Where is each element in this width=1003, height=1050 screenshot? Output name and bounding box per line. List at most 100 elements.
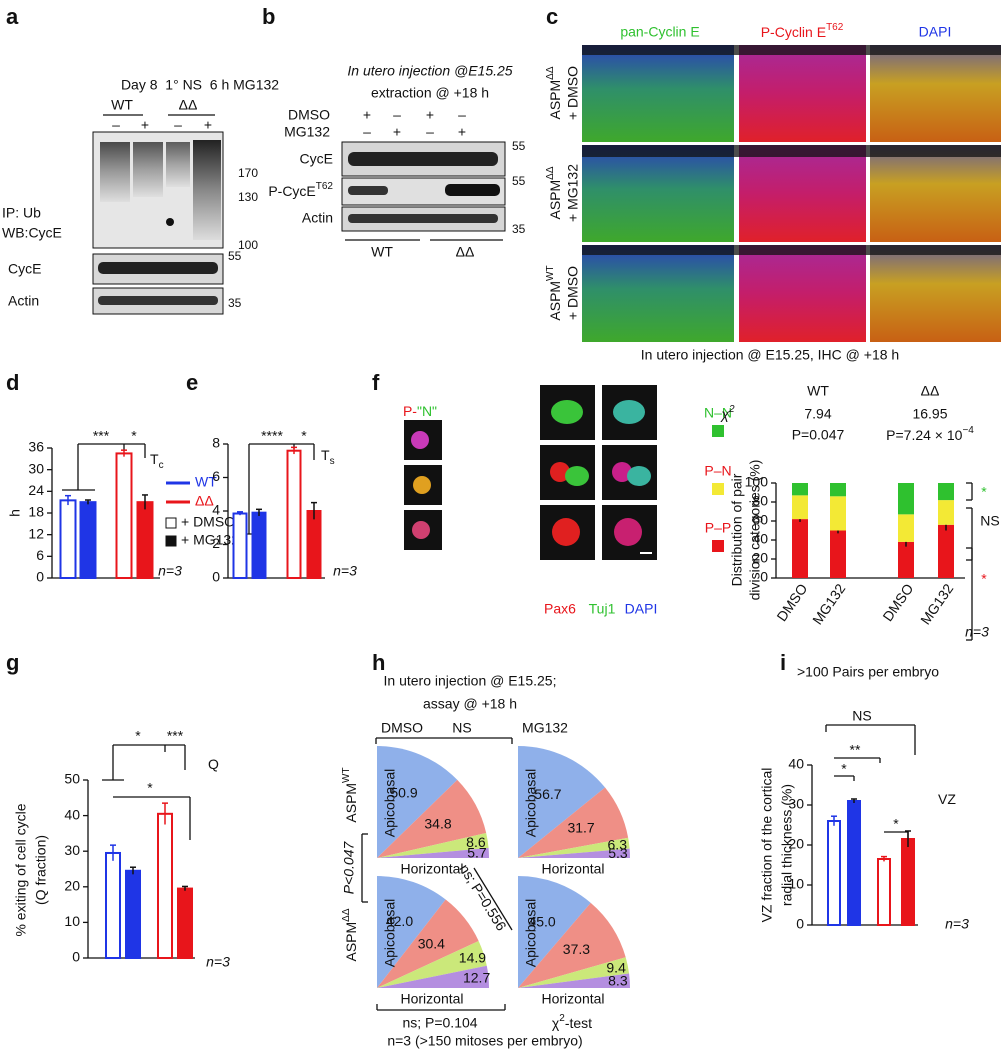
key-p: P- <box>403 403 417 419</box>
lane-sign: – <box>363 124 371 140</box>
row-label-name: ASPMΔΔ <box>545 66 563 119</box>
blot-label-sup: T62 <box>316 181 334 192</box>
blot-label: CycE <box>8 261 41 277</box>
micrograph <box>582 145 734 242</box>
legend-label: P–P <box>705 520 731 536</box>
legend-label: P–N <box>704 463 731 479</box>
column-stat: NS <box>452 720 471 736</box>
y-tick-label: 36 <box>28 439 44 455</box>
bracket <box>473 867 513 931</box>
y-tick-label: 40 <box>752 531 768 547</box>
y-tick-label: 30 <box>28 460 44 476</box>
lane-sign: + <box>141 117 149 133</box>
pie-label: 9.4 <box>606 960 626 976</box>
y-axis-label: VZ fraction of the cortical <box>759 768 775 923</box>
micrograph <box>870 45 1001 142</box>
bar <box>877 858 891 926</box>
micrographs <box>582 45 1001 342</box>
x-tick-label: MG132 <box>917 581 957 628</box>
mw-marker: 35 <box>512 222 526 236</box>
axis-label: Horizontal <box>400 861 463 877</box>
significance: **** <box>261 428 283 444</box>
micrograph <box>582 45 734 142</box>
treatment-label: MG132 <box>284 124 330 140</box>
row-label-sup: ΔΔ <box>545 166 556 180</box>
pie-label: 12.7 <box>463 969 490 985</box>
y-tick-label: 40 <box>788 756 804 772</box>
chart-label: Q <box>208 756 219 772</box>
blot-band <box>166 142 190 187</box>
y-tick-label: 0 <box>36 569 44 585</box>
row-label-part: ASPM <box>547 281 563 321</box>
significance: *** <box>93 428 110 444</box>
blot-band <box>348 152 498 166</box>
pie-label: 6.3 <box>608 836 628 852</box>
pie-wedge <box>518 902 626 988</box>
bar <box>115 452 133 579</box>
footnote: >100 Pairs per embryo <box>797 664 939 680</box>
micrograph <box>739 245 866 342</box>
y-tick-label: 4 <box>212 502 220 518</box>
legend-label: ΔΔ <box>195 493 214 509</box>
column-title: P-Cyclin ET62 <box>761 22 844 40</box>
y-tick-label: 0 <box>760 569 768 585</box>
row-label-part: WT <box>341 767 352 783</box>
row-label-part: ASPM <box>547 80 563 120</box>
row-label: ASPMΔΔ + DMSO <box>545 66 581 120</box>
significance: ** <box>850 742 861 758</box>
bar-segment <box>898 541 914 578</box>
bar-segment <box>898 483 914 515</box>
legend-swatch <box>712 425 724 437</box>
row-label-treat: + DMSO <box>565 66 581 120</box>
pie-label: 8.3 <box>608 973 628 989</box>
bar-segment <box>792 519 808 578</box>
chart-label-part: T <box>321 447 330 463</box>
significance: * <box>841 761 847 777</box>
row-label-treat: + MG132 <box>565 164 581 222</box>
legend-box <box>165 517 177 529</box>
mw-marker: 55 <box>512 139 526 153</box>
chart-label-part: VZ <box>938 791 956 807</box>
micrograph <box>870 245 1001 342</box>
y-tick-label: 50 <box>64 771 80 787</box>
pie-wedge <box>518 848 630 858</box>
bar <box>847 800 861 926</box>
chart-label: Tc <box>150 451 164 471</box>
pie-label: 50.9 <box>390 785 417 801</box>
bar <box>157 812 173 959</box>
panel-letter: e <box>186 370 198 395</box>
pie-label: 14.9 <box>459 949 486 965</box>
lane-sign: + <box>204 117 212 133</box>
pie-label: 31.7 <box>567 820 594 836</box>
chart-label: VZ <box>938 791 956 807</box>
group-label: ΔΔ <box>456 244 475 260</box>
bar-segment <box>938 524 954 578</box>
y-tick-label: 2 <box>212 535 220 551</box>
micrograph-edge <box>582 145 1001 157</box>
row-label: ASPMΔΔ + MG132 <box>545 164 581 222</box>
significance: * <box>981 571 987 587</box>
row-label-part: ASPM <box>547 180 563 220</box>
stat-label: χ2 <box>719 404 735 422</box>
y-axis-label: radial thickness (%) <box>779 784 795 906</box>
significance: NS <box>852 708 871 724</box>
panel-letter: c <box>546 4 558 29</box>
panel-letter: f <box>372 370 380 395</box>
blot-label: P-CycET62 <box>268 181 333 199</box>
legend-label: + DMSO <box>181 514 235 530</box>
lane-sign: + <box>426 107 434 123</box>
row-label: ASPMWT <box>341 767 359 822</box>
y-axis-label: division categories (%) <box>747 460 763 601</box>
y-tick-label: 6 <box>36 547 44 563</box>
axis-label: Horizontal <box>400 991 463 1007</box>
y-tick-label: 18 <box>28 504 44 520</box>
y-tick-label: 24 <box>28 482 44 498</box>
legend-label: + MG132 <box>181 532 239 548</box>
axis-label: Apicobasal <box>523 899 539 968</box>
y-tick-label: 100 <box>745 474 769 490</box>
pie-label: 37.3 <box>563 941 590 957</box>
y-axis-label: h <box>7 509 23 517</box>
column-title-sup: T62 <box>826 22 844 33</box>
sample-size: n=3 <box>206 954 230 970</box>
